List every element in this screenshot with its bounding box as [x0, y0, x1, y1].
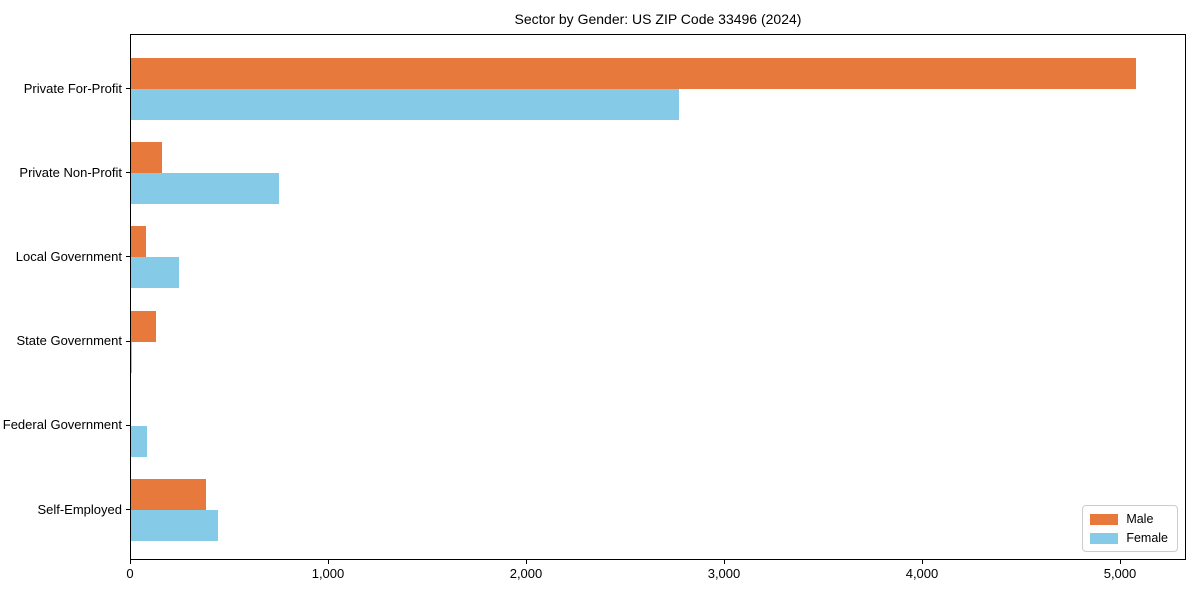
legend-label: Female [1126, 531, 1168, 545]
bar-female-private-for-profit [131, 89, 679, 120]
x-tick-label-3000: 3,000 [707, 566, 741, 581]
x-tick-mark [922, 560, 923, 564]
bar-male-local-government [131, 226, 146, 258]
y-tick-mark [126, 256, 130, 258]
y-tick-mark [126, 340, 130, 342]
y-tick-label-federal-government: Federal Government [2, 417, 122, 433]
y-tick-label-private-for-profit: Private For-Profit [23, 80, 122, 96]
x-tick-label-4000: 4,000 [905, 566, 939, 581]
bar-male-state-government [131, 310, 156, 342]
x-tick-label-0: 0 [126, 566, 134, 581]
legend-swatch-male [1090, 513, 1119, 525]
legend-item-female: Female [1090, 531, 1168, 545]
bar-male-private-non-profit [131, 142, 162, 174]
x-tick-mark [526, 560, 527, 564]
x-tick-mark [328, 560, 329, 564]
legend-swatch-female [1090, 532, 1119, 544]
x-tick-label-5000: 5,000 [1103, 566, 1137, 581]
plot-area [130, 34, 1186, 560]
x-tick-mark [1120, 560, 1121, 564]
bar-female-local-government [131, 257, 179, 289]
y-tick-mark [126, 172, 130, 174]
y-tick-mark [126, 509, 130, 510]
x-tick-label-2000: 2,000 [509, 566, 543, 581]
bar-female-state-government [131, 341, 132, 373]
x-tick-mark [724, 560, 725, 564]
y-tick-label-state-government: State Government [16, 333, 123, 349]
y-tick-label-private-non-profit: Private Non-Profit [19, 164, 122, 180]
y-tick-label-local-government: Local Government [15, 248, 122, 264]
bar-male-self-employed [131, 479, 206, 510]
legend: Male Female [1082, 505, 1178, 552]
bar-female-federal-government [131, 425, 147, 457]
bar-male-private-for-profit [131, 58, 1136, 89]
bar-female-self-employed [131, 510, 218, 541]
legend-label: Male [1126, 512, 1154, 526]
bar-female-private-non-profit [131, 173, 279, 205]
y-tick-mark [126, 424, 130, 426]
x-tick-label-1000: 1,000 [311, 566, 345, 581]
chart-title: Sector by Gender: US ZIP Code 33496 (202… [514, 11, 802, 27]
y-tick-mark [126, 88, 130, 89]
y-tick-label-self-employed: Self-Employed [37, 501, 122, 517]
legend-item-male: Male [1090, 512, 1168, 526]
x-tick-mark [130, 560, 131, 564]
